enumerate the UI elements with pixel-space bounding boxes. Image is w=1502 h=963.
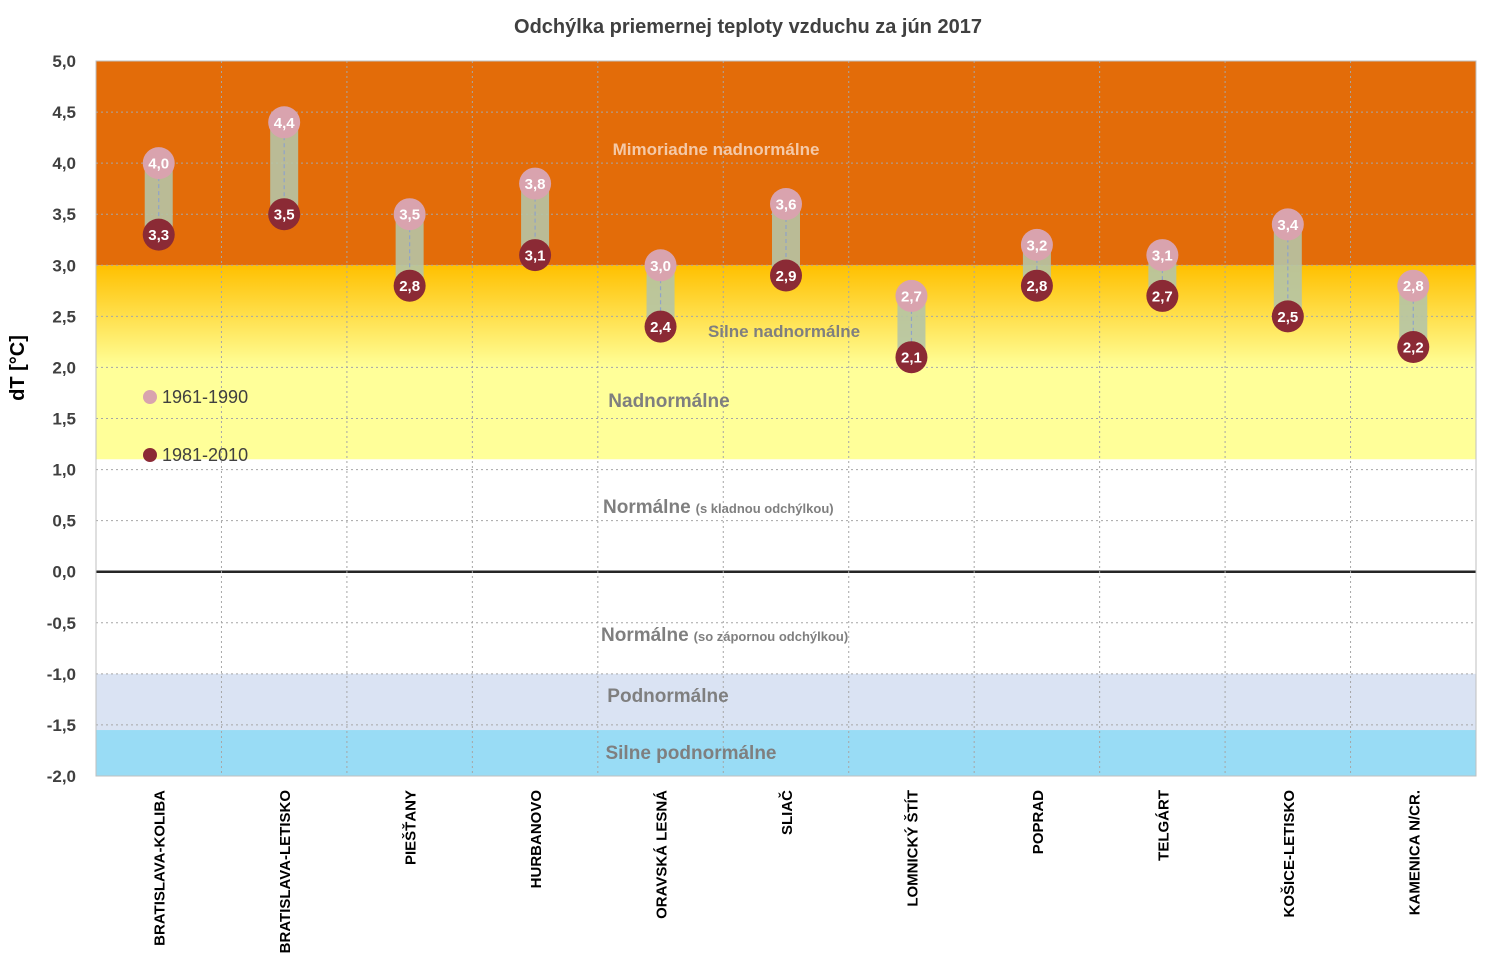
zone-band (96, 459, 1476, 572)
legend-label: 1961-1990 (162, 387, 248, 407)
point-1981-2010 (142, 218, 175, 251)
point-1981-2010 (770, 259, 802, 292)
data-label: 2,8 (1026, 278, 1047, 295)
zone-band (96, 673, 1476, 731)
y-tick-label: 3,0 (52, 256, 76, 275)
legend-label: 1981-2010 (162, 445, 248, 465)
x-tick-label: KAMENICA N/CR. (1406, 790, 1423, 915)
y-tick-label: 2,0 (52, 358, 76, 377)
zone-label: Mimoriadne nadnormálne (613, 140, 820, 159)
point-1961-1990 (770, 188, 802, 220)
y-tick-label: -0,5 (47, 614, 76, 633)
point-1981-2010 (519, 239, 552, 272)
data-label: 2,9 (776, 268, 797, 285)
point-1981-2010 (895, 341, 928, 374)
data-marks: 4,0 4,4 3,5 3,8 3,0 3,6 2,7 3,2 3,1 3,4 2,8 3,3 3,5 2… (142, 106, 1430, 374)
data-label: 3,6 (776, 197, 797, 214)
x-tick-label: ORAVSKÁ LESNÁ (654, 790, 671, 919)
x-tick-label: BRATISLAVA-KOLIBA (152, 790, 169, 946)
data-label: 2,7 (1152, 288, 1173, 305)
point-1961-1990 (519, 167, 552, 200)
data-label: 3,3 (148, 227, 169, 244)
chart-title: Odchýlka priemernej teploty vzduchu za j… (514, 16, 982, 38)
data-label: 3,2 (1026, 237, 1047, 254)
point-1981-2010 (393, 269, 426, 302)
point-1961-1990 (895, 279, 928, 312)
point-1981-2010 (1146, 279, 1179, 312)
data-label: 3,1 (525, 248, 546, 265)
y-axis: 5,0 4,5 4,0 3,5 3,0 2,5 2,0 1,5 1,0 0,5 0,0 -0,5 -1,… (47, 52, 76, 786)
data-label: 2,5 (1277, 309, 1298, 326)
zone-labels: Mimoriadne nadnormálne Silne nadnormálne N… (601, 140, 860, 764)
y-tick-label: 0,0 (52, 563, 76, 582)
zone-label: Normálne (s kladnou odchýlkou) (603, 497, 834, 518)
x-tick-label: PIEŠŤANY (402, 790, 420, 865)
x-axis: BRATISLAVA-KOLIBA BRATISLAVA-LETISKO PIEŠŤ… (152, 790, 1424, 954)
y-tick-label: 0,5 (52, 512, 76, 531)
data-label: 2,8 (399, 278, 420, 295)
data-label: 3,8 (525, 176, 546, 193)
y-tick-label: 3,5 (52, 205, 76, 224)
x-tick-label: SLIAČ (778, 790, 796, 835)
y-tick-label: 4,0 (52, 154, 76, 173)
zone-label: Silne podnormálne (605, 743, 776, 764)
point-1961-1990 (644, 249, 677, 282)
x-tick-label: LOMNICKÝ ŠTÍT (903, 790, 921, 907)
x-tick-label: HURBANOVO (528, 790, 545, 889)
point-1961-1990 (1397, 269, 1430, 302)
y-tick-label: 5,0 (52, 52, 76, 71)
data-label: 3,4 (1277, 217, 1299, 234)
x-tick-label: POPRAD (1030, 790, 1047, 854)
y-tick-label: 1,5 (52, 410, 76, 429)
point-1961-1990 (393, 198, 426, 231)
data-label: 3,5 (399, 207, 420, 224)
zone-band (96, 730, 1476, 776)
x-tick-label: TELGÁRT (1155, 790, 1172, 861)
x-tick-label: KOŠICE-LETISKO (1280, 790, 1298, 918)
plot-border (95, 60, 1477, 777)
y-axis-title: dT [°C] (7, 335, 29, 401)
data-label: 2,7 (901, 288, 922, 305)
y-tick-label: 2,5 (52, 307, 76, 326)
point-1981-2010 (644, 310, 677, 343)
data-label: 3,1 (1152, 248, 1173, 265)
point-1981-2010 (1397, 331, 1430, 363)
data-label: 2,8 (1403, 278, 1424, 295)
data-label: 2,2 (1403, 340, 1424, 357)
zone-label: Podnormálne (607, 686, 728, 707)
data-label: 3,0 (650, 258, 671, 275)
y-tick-label: 1,0 (52, 461, 76, 480)
y-tick-label: 4,5 (52, 103, 76, 122)
zone-label: Silne nadnormálne (708, 322, 860, 341)
legend-marker (143, 448, 157, 462)
data-label: 2,1 (901, 350, 922, 367)
legend-marker (143, 390, 157, 404)
point-1981-2010 (268, 198, 301, 231)
point-1961-1990 (142, 147, 175, 180)
data-label: 4,0 (148, 156, 169, 173)
data-label: 2,4 (650, 319, 672, 336)
data-label: 3,5 (274, 207, 295, 224)
x-tick-label: BRATISLAVA-LETISKO (277, 790, 294, 954)
point-1961-1990 (1020, 228, 1053, 261)
zone-label: Normálne (so zápornou odchýlkou) (601, 625, 848, 646)
y-tick-label: -1,0 (47, 665, 76, 684)
point-1961-1990 (1146, 239, 1179, 272)
zone-band (96, 367, 1476, 460)
point-1961-1990 (1271, 208, 1304, 241)
point-1981-2010 (1271, 300, 1304, 333)
data-label: 4,4 (274, 115, 296, 132)
point-1961-1990 (268, 106, 301, 139)
zone-label: Nadnormálne (608, 391, 729, 412)
y-tick-label: -2,0 (47, 767, 76, 786)
y-tick-label: -1,5 (47, 716, 76, 735)
point-1981-2010 (1020, 269, 1053, 302)
legend: 1961-1990 1981-2010 (143, 387, 248, 465)
